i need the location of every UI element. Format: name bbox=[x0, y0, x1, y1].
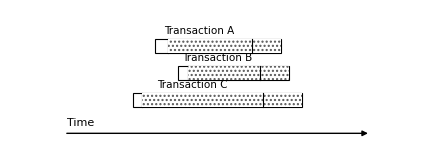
Text: Time: Time bbox=[67, 118, 95, 128]
Bar bbox=[133, 93, 302, 106]
Bar bbox=[263, 93, 302, 106]
Bar bbox=[168, 39, 252, 53]
Text: Transaction A: Transaction A bbox=[164, 26, 234, 36]
Bar bbox=[155, 39, 281, 53]
Bar bbox=[260, 66, 289, 80]
Bar bbox=[252, 39, 281, 53]
Bar bbox=[178, 66, 289, 80]
Bar bbox=[142, 93, 263, 106]
Text: Transaction B: Transaction B bbox=[182, 53, 252, 63]
Text: Transaction C: Transaction C bbox=[157, 79, 227, 90]
Bar bbox=[188, 66, 260, 80]
